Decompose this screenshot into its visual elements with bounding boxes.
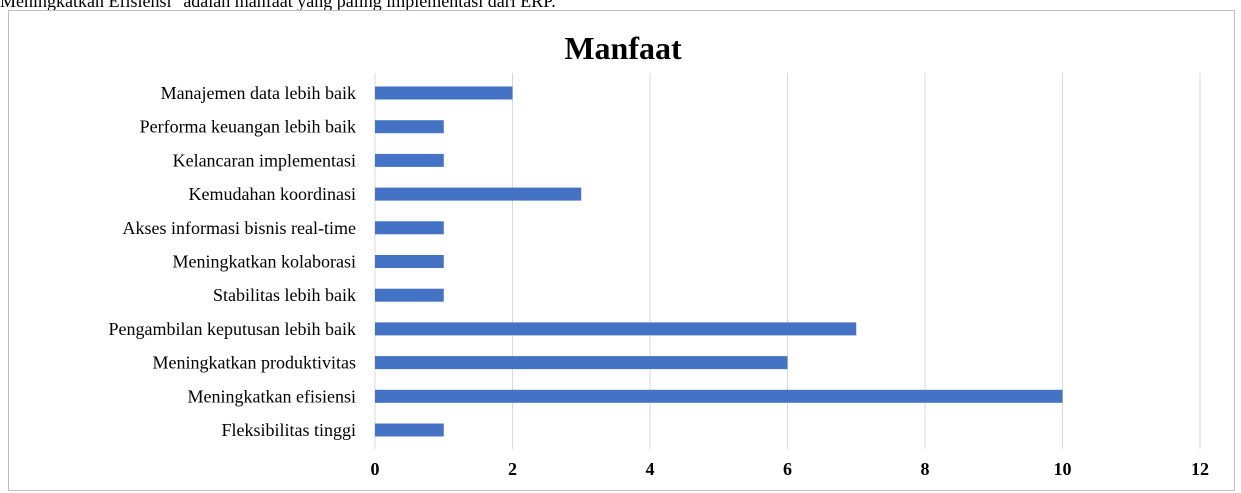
category-label: Meningkatkan kolaborasi [173,252,356,272]
x-tick-label: 0 [371,459,380,479]
category-label: Meningkatkan produktivitas [153,353,356,373]
bar [375,255,444,268]
bar [375,356,788,370]
x-tick-label: 4 [646,459,655,479]
bar [375,389,1063,403]
bar [375,86,513,100]
x-tick-label: 12 [1191,459,1209,479]
category-label: Meningkatkan efisiensi [188,386,356,406]
chart-title: Manfaat [564,30,682,66]
category-label: Performa keuangan lebih baik [140,117,356,137]
top-text-fragment: Meningkatkan Efisiensi" adalah manfaat y… [0,0,556,11]
bar [375,187,582,201]
bar [375,322,857,336]
bars [375,86,1063,437]
category-label: Pengambilan keputusan lebih baik [109,319,356,339]
category-label: Stabilitas lebih baik [213,285,356,305]
bar [375,288,444,302]
category-label: Manajemen data lebih baik [161,83,356,103]
category-label: Fleksibilitas tinggi [221,420,356,440]
category-label: Akses informasi bisnis real-time [123,218,356,238]
gridlines [374,73,1201,449]
x-tick-label: 6 [783,459,792,479]
bar [375,153,444,167]
bar [375,120,444,134]
x-axis-ticks: 0 2 4 6 8 10 12 [371,459,1210,479]
x-tick-label: 10 [1054,459,1072,479]
bar [375,221,444,235]
chart-area: Manfaat Manajemen data lebih baik Perform… [8,10,1235,491]
x-tick-label: 2 [508,459,517,479]
bar-chart: Manfaat Manajemen data lebih baik Perform… [109,30,1210,479]
category-label: Kelancaran implementasi [173,150,356,170]
x-tick-label: 8 [921,459,930,479]
bar [375,423,444,437]
category-labels: Manajemen data lebih baik Performa keuang… [109,83,356,440]
category-label: Kemudahan koordinasi [189,184,356,204]
